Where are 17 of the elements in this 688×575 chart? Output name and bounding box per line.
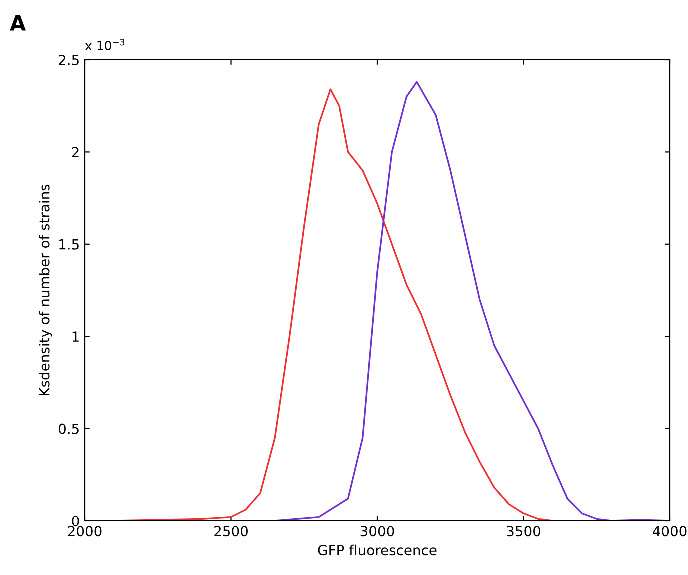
x-tick-label: 2000 xyxy=(68,526,102,537)
line-series xyxy=(274,81,670,521)
y-tick-label: 2.5 xyxy=(59,54,79,66)
x-tick-label: 3000 xyxy=(360,526,394,537)
y-tick-label: 1 xyxy=(72,332,79,342)
line-series xyxy=(113,88,554,521)
y-tick-label: 1.5 xyxy=(60,240,79,250)
y-tick-label: 0 xyxy=(72,516,80,526)
x-tick-label: 3500 xyxy=(507,526,540,537)
x-axis-title: GFP fluorescence xyxy=(318,544,437,556)
y-axis-title: Ksdensity of number of strains xyxy=(39,184,52,396)
y-tick-label: 2 xyxy=(72,147,79,158)
x-tick-label: 4000 xyxy=(653,526,687,537)
y-tick-label: 0.5 xyxy=(58,424,79,434)
x-tick-label: 2500 xyxy=(214,526,248,537)
text: x 10$^{−3}$ xyxy=(85,39,125,51)
text: A xyxy=(10,16,26,31)
